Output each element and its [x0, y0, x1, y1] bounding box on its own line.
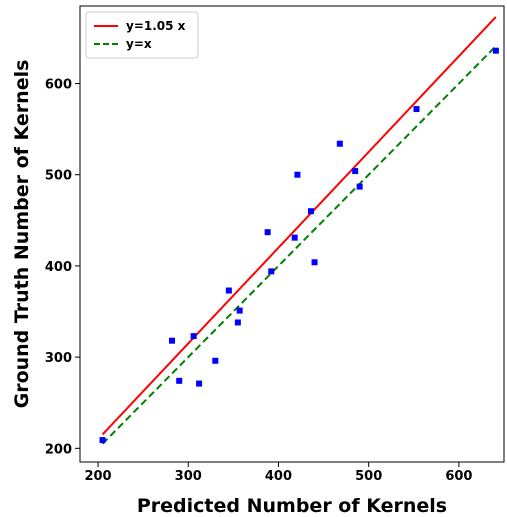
y-tick-label: 600: [45, 78, 72, 93]
y-tick-label: 200: [45, 442, 72, 457]
data-point: [234, 319, 241, 326]
data-point: [196, 380, 203, 387]
y-tick-label: 300: [45, 351, 72, 366]
y-tick-label: 400: [45, 260, 72, 275]
data-point: [311, 259, 318, 266]
data-point: [264, 229, 271, 236]
legend-box: [85, 11, 199, 59]
data-point: [336, 140, 343, 147]
plot-frame: [79, 5, 505, 463]
data-point: [352, 168, 359, 175]
x-tick-label: 500: [355, 469, 382, 484]
data-point: [212, 357, 219, 364]
series-line: [101, 45, 497, 445]
data-point: [225, 287, 232, 294]
data-point: [190, 333, 197, 340]
data-point: [492, 47, 499, 54]
data-point: [356, 183, 363, 190]
x-tick-label: 600: [445, 469, 472, 484]
data-point: [307, 208, 314, 215]
y-axis-title: Ground Truth Number of Kernels: [11, 60, 33, 409]
x-tick-label: 400: [265, 469, 292, 484]
data-point: [236, 307, 243, 314]
x-axis-title: Predicted Number of Kernels: [137, 495, 447, 517]
data-point: [99, 437, 106, 444]
legend-label: y=1.05 x: [126, 19, 186, 33]
data-point: [176, 377, 183, 384]
data-point: [169, 337, 176, 344]
data-point: [413, 106, 420, 113]
x-tick-label: 300: [175, 469, 202, 484]
series-line: [101, 16, 497, 436]
data-point: [291, 234, 298, 241]
data-point: [294, 171, 301, 178]
y-tick-label: 500: [45, 169, 72, 184]
x-tick-label: 200: [84, 469, 111, 484]
data-point: [268, 268, 275, 275]
legend-label: y=x: [126, 37, 152, 51]
